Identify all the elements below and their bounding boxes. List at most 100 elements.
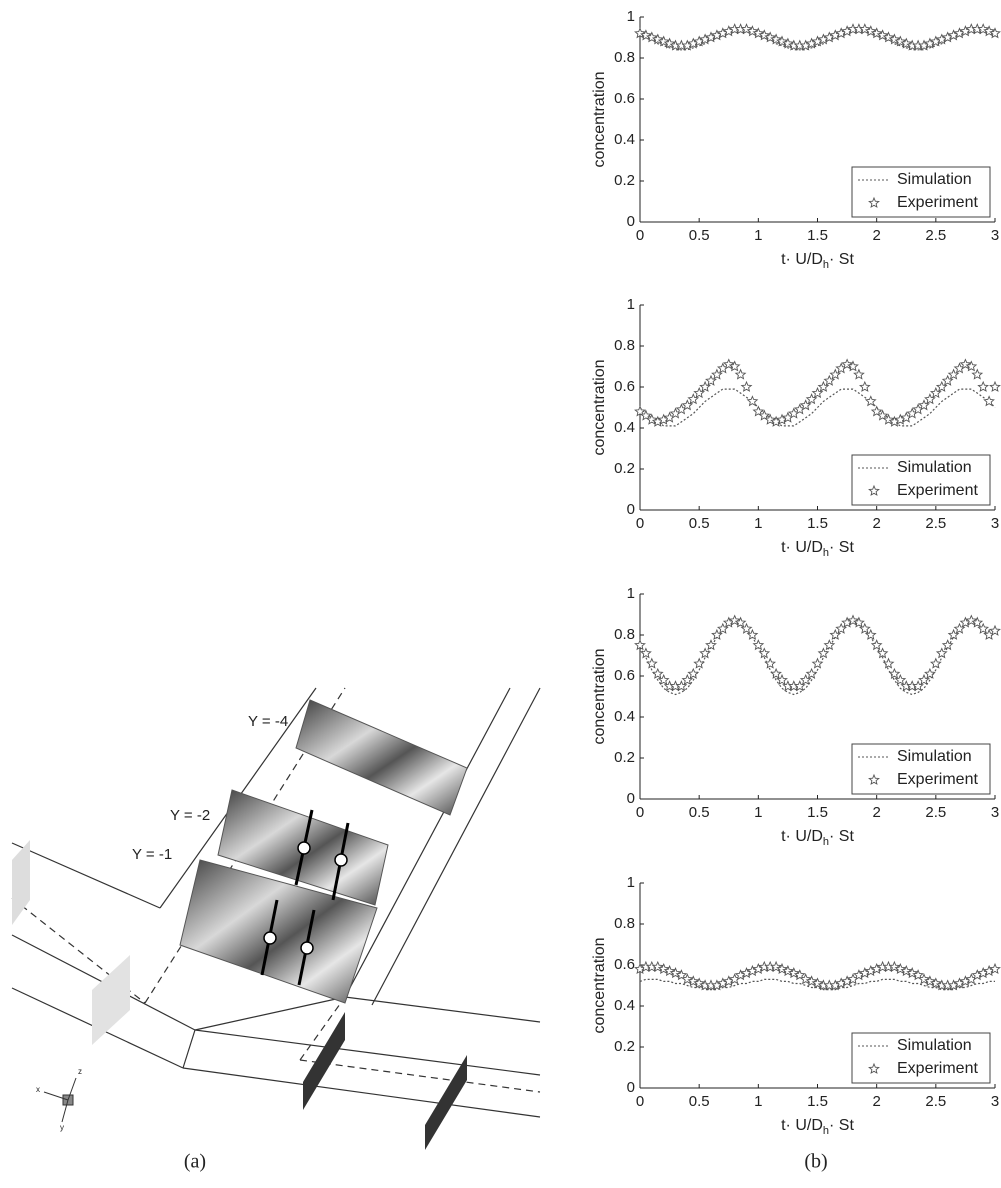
y-tick-label: 0.8: [614, 49, 635, 66]
caption: (b): [804, 1151, 827, 1173]
experiment-marker: [689, 669, 699, 678]
x-tick-label: 1: [754, 515, 762, 532]
experiment-marker: [742, 382, 752, 391]
y-axis-label: concentration: [591, 648, 608, 744]
x-tick-label: 1: [754, 1093, 762, 1110]
x-tick-label: 2: [872, 1093, 880, 1110]
y-tick-label: 1: [627, 874, 635, 891]
y-axis-label: concentration: [591, 71, 608, 167]
experiment-marker: [925, 669, 935, 678]
experiment-marker: [984, 396, 994, 405]
y-tick-label: 0.6: [614, 90, 635, 107]
x-axis-label: t· U/Dh· St: [781, 251, 854, 271]
y-tick-label: 0.4: [614, 131, 635, 148]
x-tick-label: 1: [754, 804, 762, 821]
slice-label: Y = -1: [132, 846, 172, 863]
x-axis-label-part: · St: [829, 251, 854, 268]
x-axis-label: t· U/Dh· St: [781, 539, 854, 559]
experiment-marker: [765, 659, 775, 668]
y-tick-label: 0.4: [614, 708, 635, 725]
x-tick-label: 0: [636, 227, 644, 244]
x-tick-label: 0: [636, 804, 644, 821]
experiment-marker: [990, 382, 1000, 391]
legend-label: Experiment: [897, 1060, 978, 1077]
y-tick-label: 0.6: [614, 667, 635, 684]
slice-label: Y = -2: [170, 807, 210, 824]
y-tick-label: 1: [627, 585, 635, 602]
experiment-marker: [700, 649, 710, 658]
experiment-marker: [754, 640, 764, 649]
axis-label: y: [60, 1123, 64, 1132]
y-tick-label: 0.2: [614, 172, 635, 189]
x-tick-label: 2: [872, 804, 880, 821]
y-tick-label: 1: [627, 296, 635, 313]
x-axis-label-part: t· U/D: [781, 251, 823, 268]
x-tick-label: 2.5: [925, 227, 946, 244]
x-tick-label: 0.5: [689, 515, 710, 532]
x-tick-label: 0.5: [689, 1093, 710, 1110]
y-tick-label: 0: [627, 790, 635, 807]
x-axis-label-part: t· U/D: [781, 539, 823, 556]
x-tick-label: 1.5: [807, 1093, 828, 1110]
experiment-marker: [884, 659, 894, 668]
x-axis-label-part: t· U/D: [781, 1117, 823, 1134]
x-tick-label: 0.5: [689, 804, 710, 821]
x-tick-label: 3: [991, 227, 999, 244]
figure: Y = -4 Y = -2 Y = -1 x z y (a) (b) 0 0.2 0…: [0, 0, 1001, 1188]
x-tick-label: 1: [754, 227, 762, 244]
y-tick-label: 0.6: [614, 378, 635, 395]
x-tick-label: 0: [636, 1093, 644, 1110]
y-axis-label: concentration: [591, 937, 608, 1033]
experiment-marker: [854, 370, 864, 379]
legend-label: Experiment: [897, 482, 978, 499]
slice-label: Y = -4: [248, 713, 288, 730]
y-tick-label: 0: [627, 1079, 635, 1096]
y-tick-label: 1: [627, 8, 635, 25]
y-tick-label: 0.2: [614, 460, 635, 477]
experiment-marker: [760, 649, 770, 658]
legend-label: Simulation: [897, 171, 972, 188]
x-tick-label: 0.5: [689, 227, 710, 244]
caption: (a): [184, 1151, 206, 1173]
experiment-marker: [647, 659, 657, 668]
experiment-marker: [978, 382, 988, 391]
y-tick-label: 0: [627, 213, 635, 230]
experiment-marker: [641, 649, 651, 658]
x-tick-label: 1.5: [807, 227, 828, 244]
x-axis-label-part: t· U/D: [781, 828, 823, 845]
x-tick-label: 3: [991, 1093, 999, 1110]
x-tick-label: 2.5: [925, 1093, 946, 1110]
y-tick-label: 0.2: [614, 1038, 635, 1055]
experiment-marker: [937, 649, 947, 658]
x-tick-label: 2: [872, 227, 880, 244]
experiment-marker: [807, 669, 817, 678]
x-axis-label: t· U/Dh· St: [781, 1117, 854, 1137]
y-tick-label: 0: [627, 501, 635, 518]
legend-label: Simulation: [897, 1037, 972, 1054]
experiment-marker: [653, 669, 663, 678]
x-tick-label: 0: [636, 515, 644, 532]
experiment-marker: [872, 640, 882, 649]
x-axis-label-part: · St: [829, 828, 854, 845]
axis-label: x: [36, 1085, 40, 1094]
x-axis-label-part: · St: [829, 539, 854, 556]
y-axis-label: concentration: [591, 359, 608, 455]
y-tick-label: 0.8: [614, 626, 635, 643]
legend-label: Simulation: [897, 459, 972, 476]
y-tick-label: 0.8: [614, 915, 635, 932]
axis-label: z: [78, 1067, 82, 1076]
x-tick-label: 2.5: [925, 515, 946, 532]
experiment-marker: [694, 659, 704, 668]
x-axis-label-part: · St: [829, 1117, 854, 1134]
y-tick-label: 0.4: [614, 997, 635, 1014]
experiment-marker: [736, 370, 746, 379]
legend-label: Experiment: [897, 771, 978, 788]
legend-label: Simulation: [897, 748, 972, 765]
experiment-marker: [890, 669, 900, 678]
experiment-marker: [771, 669, 781, 678]
experiment-marker: [819, 649, 829, 658]
y-tick-label: 0.8: [614, 337, 635, 354]
x-tick-label: 2.5: [925, 804, 946, 821]
y-tick-label: 0.4: [614, 419, 635, 436]
x-tick-label: 3: [991, 804, 999, 821]
